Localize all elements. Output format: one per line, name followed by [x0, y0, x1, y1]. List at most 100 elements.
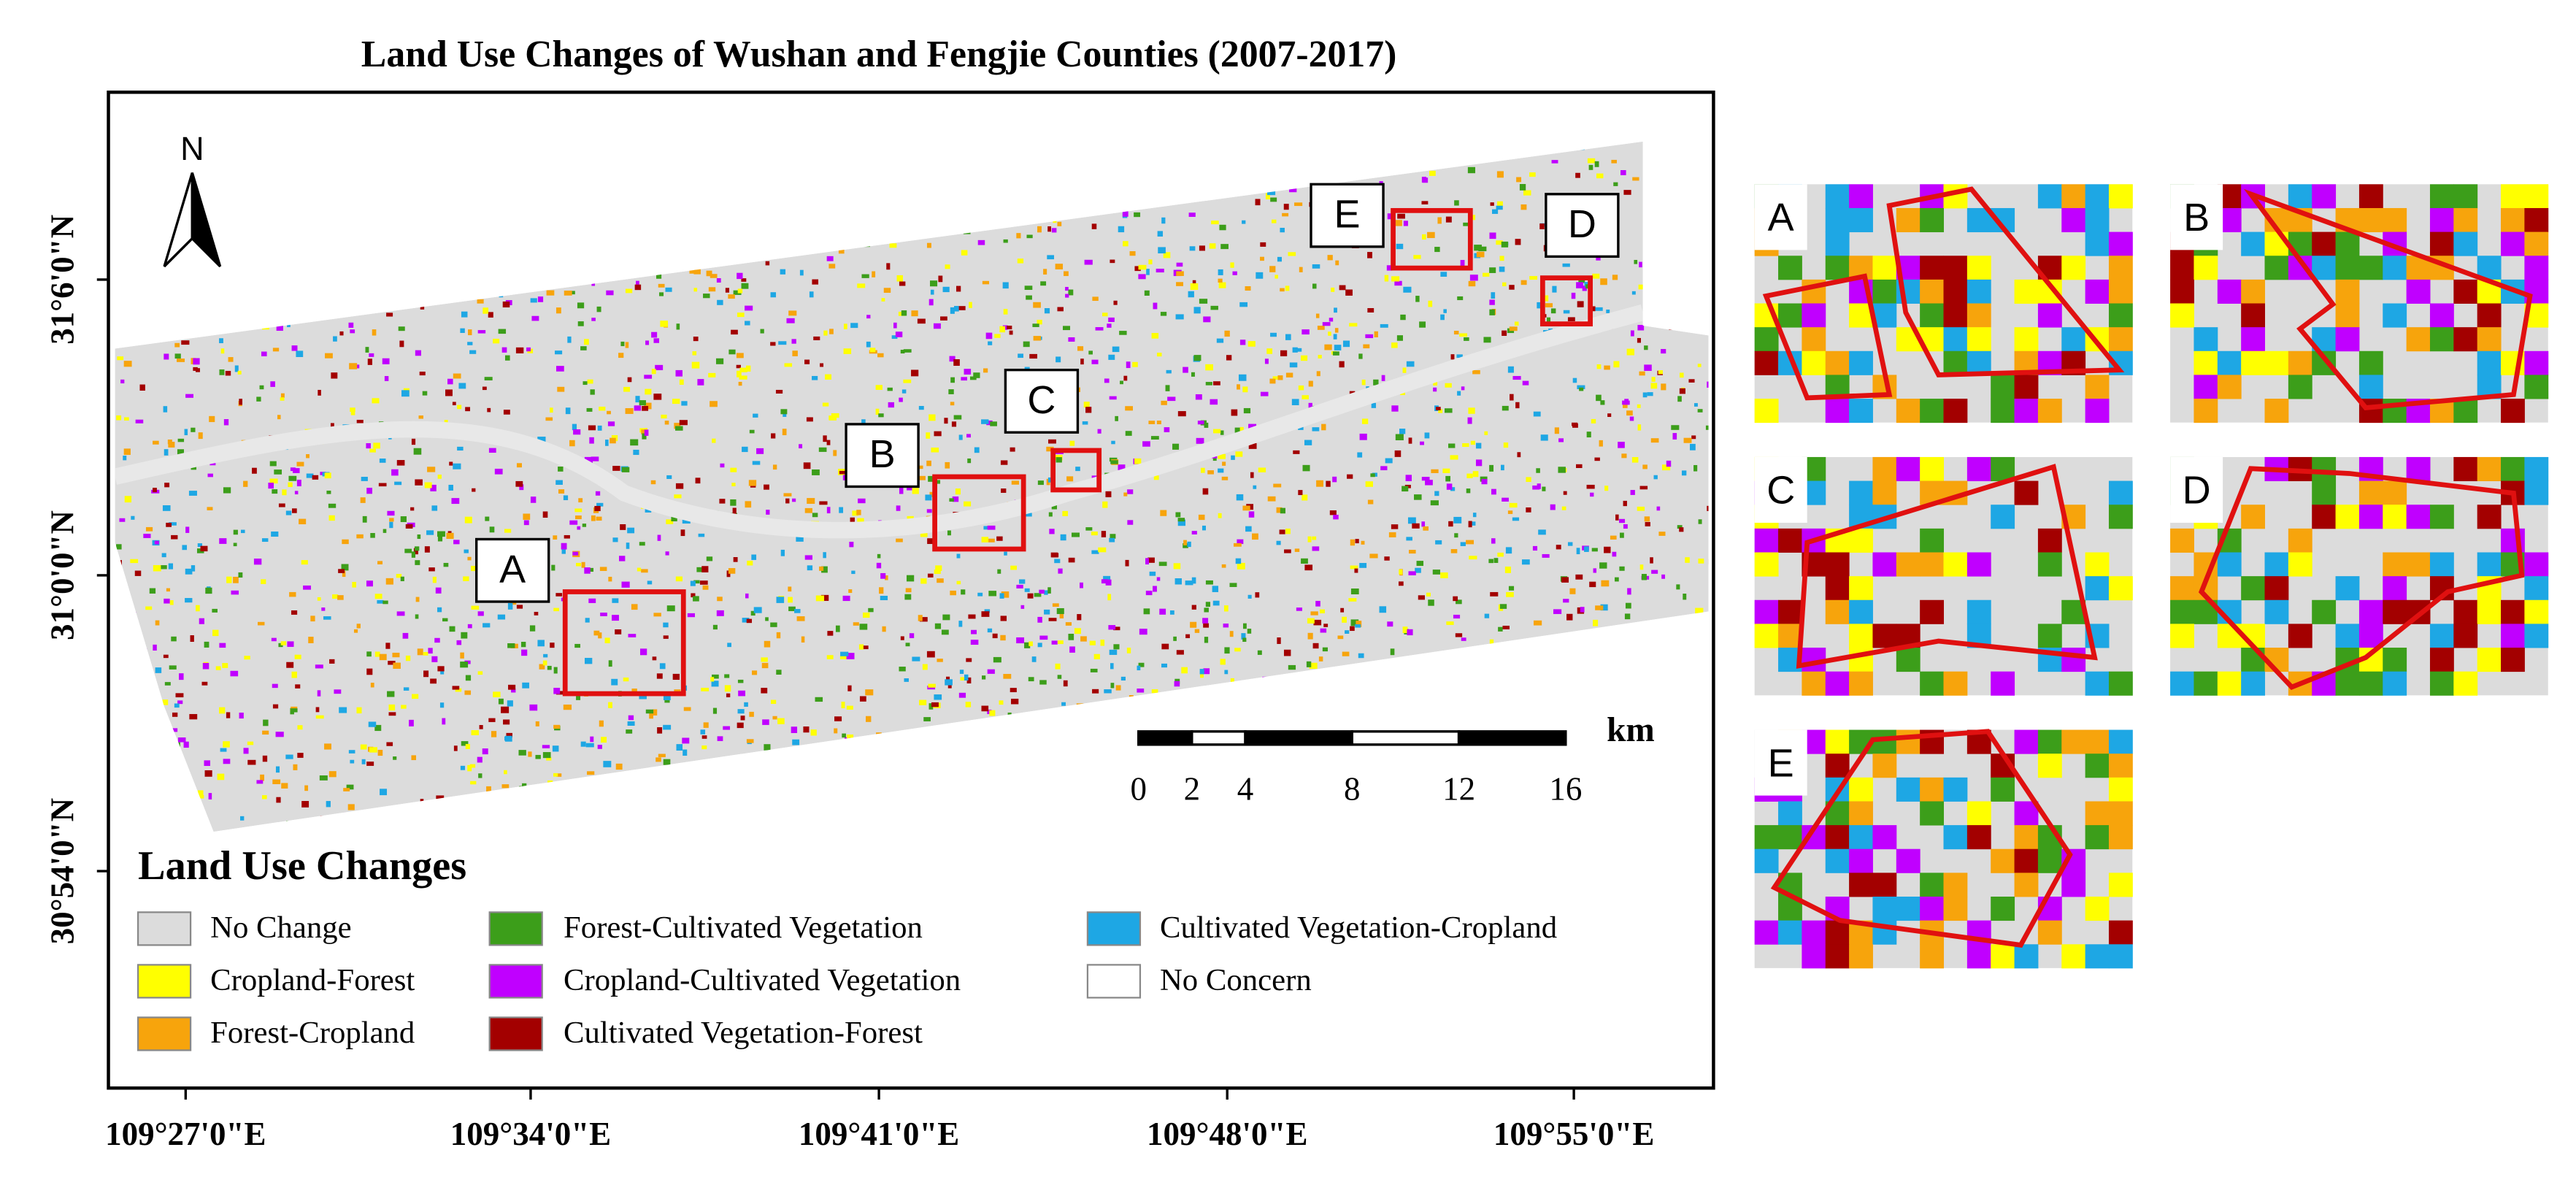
inset-cell — [2108, 303, 2133, 328]
inset-cell — [2085, 729, 2110, 754]
speckle — [1289, 362, 1298, 368]
speckle — [738, 690, 746, 697]
speckle — [712, 708, 718, 714]
inset-cell — [2288, 528, 2312, 553]
speckle — [198, 432, 203, 440]
inset-outline — [1796, 464, 2098, 669]
speckle — [424, 546, 430, 553]
speckle — [791, 726, 798, 733]
inset-cell — [2061, 327, 2086, 352]
speckle — [1104, 689, 1112, 694]
speckle — [1415, 296, 1420, 302]
speckle — [746, 739, 754, 743]
inset-cell — [2085, 231, 2110, 256]
speckle — [1456, 599, 1462, 605]
speckle — [1307, 618, 1315, 624]
speckle — [1517, 452, 1521, 458]
speckle — [1503, 442, 1509, 448]
speckle — [1010, 688, 1017, 693]
speckle — [1561, 577, 1569, 583]
speckle — [174, 342, 180, 348]
speckle — [1212, 600, 1220, 606]
speckle — [1337, 635, 1344, 640]
speckle — [1488, 559, 1493, 564]
speckle — [1391, 276, 1400, 282]
speckle — [1222, 461, 1226, 466]
speckle — [1499, 267, 1505, 272]
speckle — [596, 516, 602, 521]
speckle — [1235, 558, 1242, 564]
speckle — [725, 288, 730, 293]
speckle — [324, 743, 331, 750]
inset-cell — [1991, 456, 2015, 482]
speckle — [1470, 440, 1475, 445]
speckle — [117, 356, 124, 361]
speckle — [1429, 170, 1436, 176]
speckle — [1595, 605, 1604, 610]
inset-cell — [2108, 777, 2133, 802]
speckle — [374, 651, 380, 657]
speckle — [1302, 395, 1309, 399]
speckle — [116, 415, 122, 421]
speckle — [445, 389, 453, 396]
speckle — [1234, 427, 1242, 433]
inset-cell — [1966, 256, 1991, 280]
inset-cell — [2061, 256, 2086, 280]
x-tick-label: 109°34'0"E — [450, 1116, 612, 1152]
speckle — [752, 461, 761, 465]
speckle — [1267, 496, 1276, 502]
speckle — [967, 458, 972, 464]
speckle — [879, 587, 884, 594]
speckle — [1161, 643, 1169, 650]
speckle — [1350, 565, 1358, 570]
speckle — [1502, 497, 1509, 502]
speckle — [1434, 491, 1439, 497]
speckle — [1020, 605, 1025, 609]
inset-cell — [2085, 801, 2110, 826]
speckle — [1610, 535, 1617, 540]
speckle — [414, 546, 420, 551]
speckle — [733, 290, 742, 295]
speckle — [1239, 302, 1248, 307]
speckle — [827, 631, 834, 636]
speckle — [1639, 371, 1645, 376]
speckle — [1596, 256, 1601, 261]
inset-cell — [1825, 399, 1850, 423]
speckle — [237, 370, 242, 375]
inset-cell — [2170, 279, 2194, 304]
inset-cell — [1991, 944, 2015, 969]
speckle — [1426, 592, 1431, 597]
speckle — [1047, 255, 1055, 260]
speckle — [388, 712, 396, 716]
speckle — [961, 250, 968, 256]
speckle — [168, 441, 175, 448]
inset-cell — [2085, 552, 2110, 577]
speckle — [611, 678, 618, 686]
speckle — [1698, 559, 1704, 564]
speckle — [356, 707, 362, 714]
speckle — [861, 274, 869, 278]
speckle — [1063, 680, 1068, 687]
speckle — [877, 553, 881, 559]
speckle — [1644, 345, 1648, 350]
speckle — [413, 548, 418, 555]
speckle — [472, 488, 476, 492]
speckle — [1199, 669, 1204, 675]
speckle — [949, 356, 956, 362]
inset-cell — [1872, 256, 1897, 280]
inset-cell — [2037, 729, 2062, 754]
speckle — [1400, 314, 1406, 321]
speckle — [223, 419, 229, 426]
inset-cell — [1872, 825, 1897, 850]
speckle — [1683, 437, 1692, 443]
speckle — [337, 595, 344, 600]
speckle — [576, 696, 581, 700]
speckle — [1619, 566, 1625, 571]
inset-cell — [2217, 279, 2242, 304]
speckle — [831, 413, 839, 418]
speckle — [585, 618, 590, 623]
inset-cell — [2335, 279, 2360, 304]
speckle — [1594, 457, 1600, 461]
speckle — [1532, 545, 1538, 551]
speckle — [1575, 574, 1583, 580]
